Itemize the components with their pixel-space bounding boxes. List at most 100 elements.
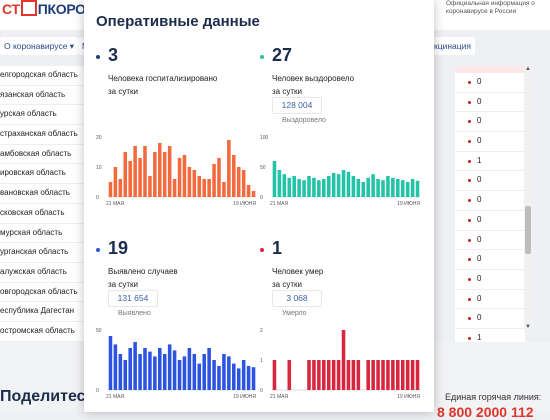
card-bullet bbox=[260, 55, 264, 59]
chart-bar bbox=[326, 360, 331, 390]
chart-bar bbox=[246, 185, 251, 197]
scrollbar[interactable]: ▲ ▼ bbox=[524, 66, 532, 330]
hotline-phone[interactable]: 8 800 2000 112 bbox=[437, 404, 534, 420]
region-row[interactable]: ировская область bbox=[0, 164, 84, 185]
region-row[interactable]: овгородская область bbox=[0, 283, 84, 303]
chart-bar bbox=[187, 348, 192, 390]
chart-bar bbox=[143, 348, 147, 390]
chart-bar bbox=[287, 177, 292, 197]
chart-bar bbox=[241, 170, 246, 197]
region-row[interactable]: мурская область bbox=[0, 224, 84, 244]
region-row[interactable]: страханская область bbox=[0, 125, 84, 145]
chart-bar bbox=[376, 360, 380, 390]
region-row[interactable]: еспублика Дагестан bbox=[0, 302, 84, 322]
right-header bbox=[455, 66, 525, 73]
nav-about[interactable]: О коронавирусе ▾ bbox=[0, 37, 79, 55]
chart-bar bbox=[187, 167, 192, 197]
chart-bar bbox=[133, 342, 137, 390]
chart-bar bbox=[158, 143, 162, 197]
chart-bar bbox=[118, 354, 123, 390]
status-dot bbox=[468, 218, 471, 222]
chart-bar bbox=[133, 146, 137, 197]
chart-bar bbox=[400, 180, 405, 197]
chart-bar bbox=[177, 158, 182, 197]
region-value: 0 bbox=[477, 195, 482, 205]
chart-bar bbox=[222, 354, 226, 390]
chart-bar bbox=[272, 360, 277, 390]
card-bullet bbox=[96, 55, 100, 59]
chart-bar bbox=[292, 176, 296, 197]
official-info-text: Официальная информация о коронавирусе в … bbox=[446, 0, 535, 15]
region-value-row: 0 bbox=[455, 73, 525, 93]
card-desc: Человека госпитализировано за сутки bbox=[108, 74, 218, 96]
y-tick-label: 50 bbox=[96, 328, 102, 334]
y-tick-label: 2 bbox=[260, 328, 263, 334]
card-sub: Выздоровело bbox=[282, 117, 326, 124]
card-value: 1 bbox=[272, 238, 283, 258]
y-tick-label: 0 bbox=[96, 195, 99, 201]
chart-bar bbox=[336, 360, 341, 390]
region-row[interactable]: урская область bbox=[0, 105, 84, 126]
chart-bar bbox=[108, 336, 113, 390]
chart-bar bbox=[227, 356, 231, 390]
card-total: 3 068 bbox=[272, 290, 322, 307]
chart-bar bbox=[391, 360, 395, 390]
chart-bar bbox=[236, 368, 241, 390]
hospitalized-chart: 20 10 0 21 МАЯ 19 ИЮНЯ bbox=[96, 135, 256, 207]
region-row[interactable]: остромская область bbox=[0, 322, 84, 342]
chart-bar bbox=[341, 330, 346, 390]
nav-vaccination[interactable]: кцинация bbox=[430, 37, 475, 55]
status-dot bbox=[468, 179, 471, 183]
chart-bar bbox=[148, 176, 152, 197]
scroll-up-icon[interactable]: ▲ bbox=[525, 66, 531, 72]
chart-bar bbox=[396, 360, 400, 390]
region-value-row: 1 bbox=[455, 152, 525, 172]
chart-bar bbox=[307, 360, 311, 390]
chart-bar bbox=[192, 170, 197, 197]
chart-bar bbox=[376, 179, 380, 197]
region-value: 0 bbox=[477, 273, 482, 283]
status-dot bbox=[468, 159, 471, 163]
region-value-row: 0 bbox=[455, 290, 525, 310]
chart-bar bbox=[197, 176, 202, 197]
region-row[interactable]: елгородская область bbox=[0, 66, 84, 86]
scroll-down-icon[interactable]: ▼ bbox=[525, 324, 531, 330]
y-tick-label: 0 bbox=[96, 388, 99, 394]
region-row[interactable]: сковская область bbox=[0, 204, 84, 224]
region-row[interactable]: язанская область bbox=[0, 86, 84, 106]
chart-bar bbox=[182, 155, 187, 197]
region-value-row: 0 bbox=[455, 309, 525, 329]
chart-bar bbox=[297, 179, 301, 197]
chart-bar bbox=[272, 161, 277, 197]
chart-bar bbox=[371, 360, 375, 390]
card-bullet bbox=[260, 248, 264, 252]
card-bullet bbox=[96, 248, 100, 252]
chart-bar bbox=[331, 360, 336, 390]
chart-bar bbox=[341, 170, 346, 197]
status-dot bbox=[468, 140, 471, 144]
deaths-chart: 2 1 0 21 МАЯ 19 ИЮНЯ bbox=[260, 328, 420, 400]
region-row[interactable]: урганская область bbox=[0, 243, 84, 263]
chart-bar bbox=[212, 360, 216, 390]
chart-bar bbox=[232, 363, 236, 390]
scroll-thumb[interactable] bbox=[525, 206, 531, 254]
chart-bar bbox=[207, 348, 211, 390]
card-desc: Выявлено случаев за сутки bbox=[108, 267, 178, 289]
region-row[interactable]: алужская область bbox=[0, 263, 84, 283]
status-dot bbox=[468, 100, 471, 104]
chart-bar bbox=[277, 170, 282, 197]
chart-bar bbox=[158, 348, 162, 390]
chart-bar bbox=[326, 176, 331, 197]
card-sub: Выявлено bbox=[118, 310, 151, 317]
chart-bar bbox=[322, 179, 326, 197]
region-row[interactable]: вановская область bbox=[0, 184, 84, 204]
share-title: Поделитесь bbox=[0, 388, 96, 405]
chart-bar bbox=[371, 174, 375, 197]
status-dot bbox=[468, 199, 471, 203]
y-tick-label: 1 bbox=[260, 358, 263, 364]
region-value: 0 bbox=[477, 254, 482, 264]
region-value-row: 0 bbox=[455, 231, 525, 251]
card-value: 27 bbox=[272, 45, 293, 65]
region-value: 0 bbox=[477, 116, 482, 126]
region-row[interactable]: амбовская область bbox=[0, 145, 84, 165]
